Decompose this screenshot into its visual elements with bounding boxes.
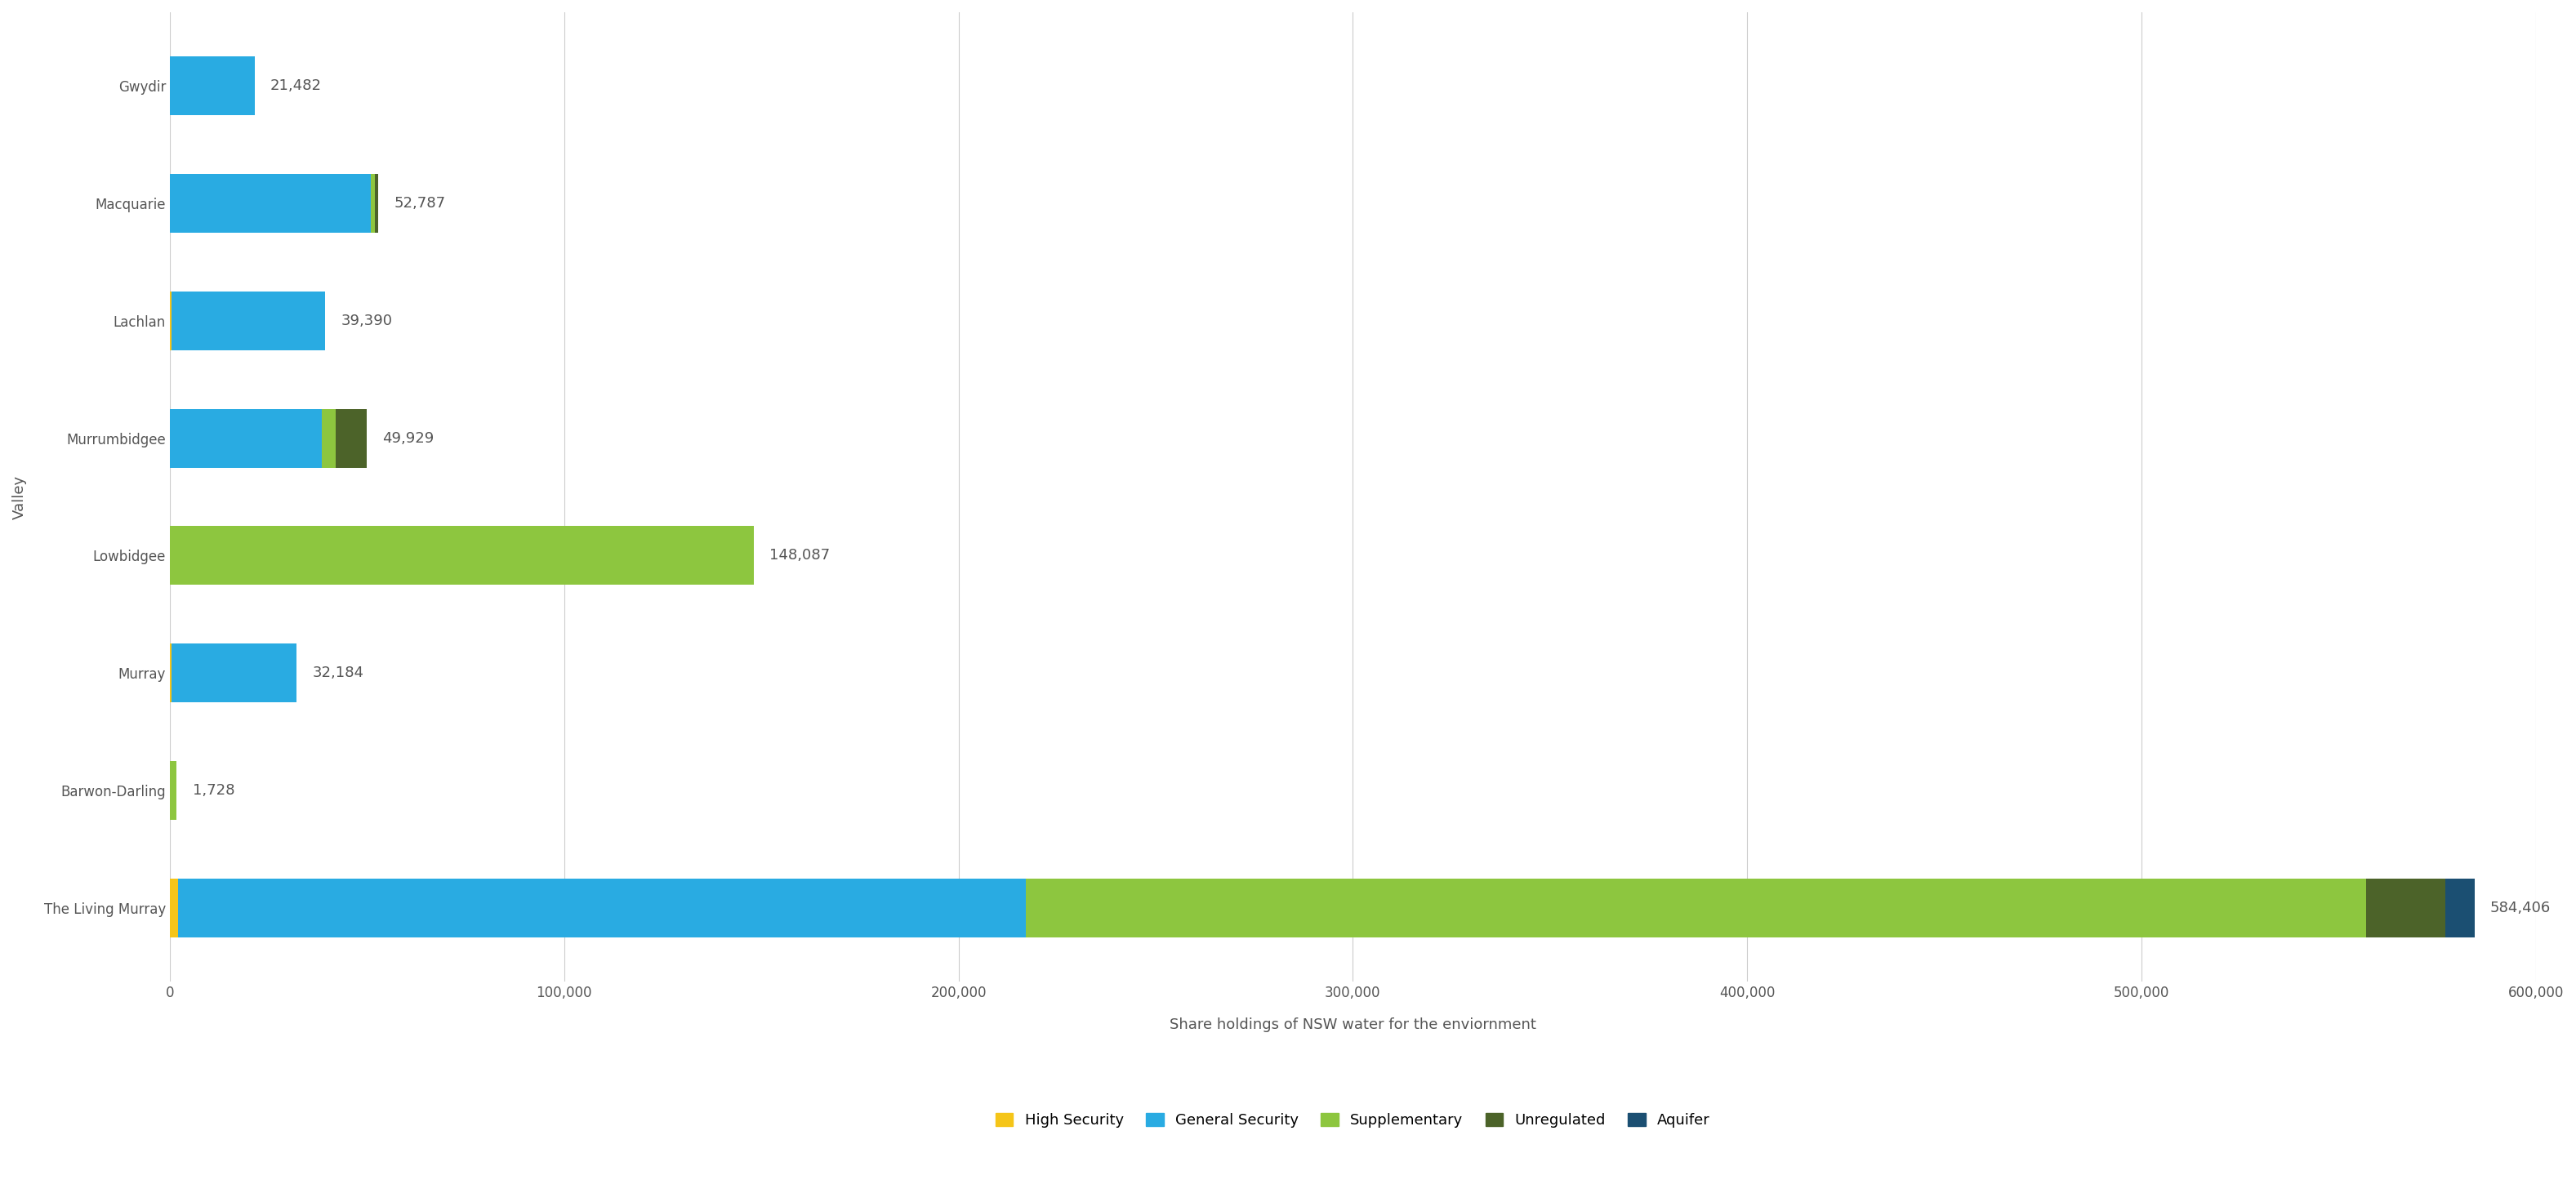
Legend: High Security, General Security, Supplementary, Unregulated, Aquifer: High Security, General Security, Supplem… bbox=[989, 1106, 1718, 1135]
Bar bbox=[335, 409, 366, 468]
Bar bbox=[173, 291, 325, 350]
Bar bbox=[170, 761, 178, 820]
Bar bbox=[1025, 879, 2367, 938]
Text: 39,390: 39,390 bbox=[340, 314, 392, 328]
Bar bbox=[2445, 879, 2476, 938]
Bar bbox=[170, 174, 371, 232]
Bar bbox=[178, 879, 1025, 938]
Bar bbox=[371, 174, 376, 232]
Text: 49,929: 49,929 bbox=[381, 430, 435, 446]
Text: 32,184: 32,184 bbox=[312, 666, 363, 680]
Text: 52,787: 52,787 bbox=[394, 196, 446, 210]
Bar bbox=[170, 526, 755, 585]
X-axis label: Share holdings of NSW water for the enviornment: Share holdings of NSW water for the envi… bbox=[1170, 1017, 1535, 1033]
Bar bbox=[2367, 879, 2445, 938]
Bar bbox=[173, 644, 296, 702]
Text: 21,482: 21,482 bbox=[270, 78, 322, 93]
Text: 1,728: 1,728 bbox=[193, 784, 234, 798]
Y-axis label: Valley: Valley bbox=[13, 475, 26, 519]
Bar bbox=[322, 409, 335, 468]
Text: 148,087: 148,087 bbox=[770, 548, 829, 563]
Bar bbox=[170, 879, 178, 938]
Text: 584,406: 584,406 bbox=[2491, 900, 2550, 916]
Bar bbox=[170, 56, 255, 115]
Bar bbox=[376, 174, 379, 232]
Bar bbox=[170, 409, 322, 468]
